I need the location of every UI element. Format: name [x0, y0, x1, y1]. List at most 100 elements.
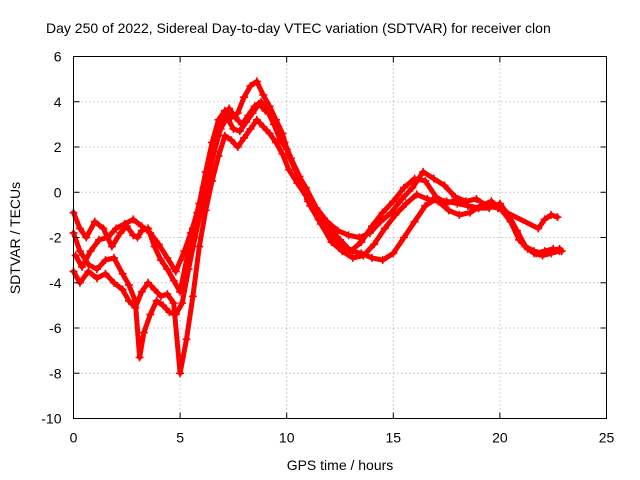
data-point — [376, 217, 385, 226]
data-point — [112, 224, 121, 233]
data-point — [265, 129, 274, 138]
y-tick-label: 4 — [54, 94, 62, 110]
x-tick-label: 10 — [279, 430, 295, 446]
data-point — [199, 183, 208, 192]
data-point — [82, 233, 91, 242]
data-point — [378, 208, 387, 217]
data-point — [218, 113, 227, 122]
data-point — [184, 265, 193, 274]
y-tick-label: -10 — [41, 411, 61, 427]
data-point — [156, 292, 165, 301]
data-point — [205, 158, 214, 167]
data-point — [547, 210, 556, 219]
data-point — [495, 199, 504, 208]
data-point — [144, 278, 153, 287]
data-point — [137, 287, 146, 296]
data-point — [233, 143, 242, 151]
data-point — [171, 267, 180, 276]
data-point — [410, 217, 419, 226]
data-point — [137, 222, 146, 231]
data-point — [75, 224, 84, 233]
data-point — [250, 102, 259, 111]
data-point — [193, 208, 202, 217]
data-point — [421, 176, 430, 185]
data-point — [487, 197, 496, 206]
data-point — [186, 228, 195, 237]
data-point — [555, 244, 564, 253]
data-point — [252, 115, 261, 124]
data-point — [84, 267, 93, 276]
data-point — [370, 240, 379, 249]
data-point — [110, 278, 119, 287]
data-point — [176, 369, 185, 378]
data-point — [344, 231, 353, 240]
y-tick-labels: -10 -8 -6 -4 -2 0 2 4 6 — [41, 49, 61, 427]
data-point — [466, 208, 475, 217]
y-tick-label: 6 — [54, 49, 62, 65]
data-point — [110, 253, 119, 262]
data-point — [124, 296, 133, 305]
series-track-4 — [71, 97, 562, 276]
data-point — [269, 120, 278, 129]
data-point — [75, 247, 84, 256]
data-point — [252, 77, 261, 86]
data-point — [444, 206, 453, 215]
data-point — [278, 149, 287, 158]
data-point — [154, 240, 163, 249]
data-point — [156, 256, 165, 265]
data-point — [201, 206, 210, 215]
data-point — [129, 231, 138, 240]
data-point — [348, 253, 357, 262]
data-point — [276, 136, 285, 145]
data-point — [367, 253, 376, 262]
data-point — [553, 213, 562, 222]
data-point — [178, 299, 187, 308]
data-point — [408, 183, 417, 192]
data-point — [327, 238, 336, 247]
data-point — [442, 197, 451, 206]
data-point — [191, 233, 200, 242]
x-tick-label: 5 — [176, 430, 184, 446]
data-point — [229, 124, 238, 133]
data-point — [163, 265, 172, 274]
y-tick-label: 2 — [54, 139, 62, 155]
data-point — [71, 251, 80, 260]
data-point — [357, 238, 366, 247]
data-point — [146, 228, 155, 237]
data-point — [146, 310, 155, 319]
data-point — [429, 174, 438, 183]
data-point — [455, 210, 464, 219]
data-point — [244, 111, 253, 120]
data-point — [391, 210, 400, 219]
data-point — [214, 152, 223, 161]
data-point — [431, 195, 440, 204]
data-point — [101, 256, 110, 265]
data-point — [118, 285, 127, 294]
x-tick-label: 0 — [70, 430, 78, 446]
data-point — [152, 296, 161, 305]
data-point — [124, 281, 133, 290]
data-point — [237, 120, 246, 129]
series-line — [71, 78, 563, 295]
data-point — [547, 247, 556, 256]
data-point — [195, 242, 204, 251]
x-tick-label: 25 — [599, 430, 615, 446]
data-point — [493, 204, 502, 213]
data-point — [530, 247, 539, 256]
series-line — [73, 99, 560, 274]
data-point — [389, 249, 398, 258]
data-point — [188, 292, 197, 301]
data-point — [440, 181, 449, 190]
series-line — [71, 117, 563, 376]
y-tick-label: -4 — [49, 275, 62, 291]
data-point — [461, 197, 470, 206]
data-point — [472, 195, 481, 204]
data-point — [259, 90, 268, 99]
data-point — [483, 201, 492, 210]
data-point — [86, 247, 95, 256]
data-point — [346, 247, 355, 256]
y-tick-label: 0 — [54, 184, 62, 200]
data-point — [163, 290, 172, 299]
data-point — [220, 131, 229, 140]
